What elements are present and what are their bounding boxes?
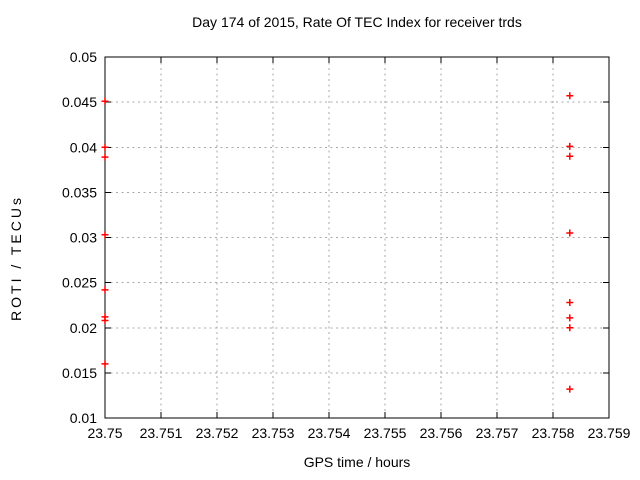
data-point-marker bbox=[101, 360, 109, 368]
x-tick-label: 23.751 bbox=[140, 425, 183, 441]
plot-border bbox=[104, 56, 610, 419]
data-point-marker bbox=[101, 153, 109, 161]
y-tick-label: 0.03 bbox=[70, 230, 97, 246]
data-point-marker bbox=[101, 317, 109, 325]
x-tick-label: 23.755 bbox=[364, 425, 407, 441]
data-point-marker bbox=[101, 231, 109, 239]
x-tick-label: 23.757 bbox=[476, 425, 519, 441]
data-point-marker bbox=[101, 286, 109, 294]
data-point-marker bbox=[566, 152, 574, 160]
y-tick-label: 0.02 bbox=[70, 320, 97, 336]
data-point-marker bbox=[566, 324, 574, 332]
data-point-marker bbox=[566, 229, 574, 237]
x-tick-label: 23.753 bbox=[252, 425, 295, 441]
data-point-marker bbox=[101, 97, 109, 105]
y-tick-label: 0.035 bbox=[62, 184, 97, 200]
x-tick-label: 23.754 bbox=[308, 425, 351, 441]
y-tick-label: 0.045 bbox=[62, 94, 97, 110]
y-tick-label: 0.01 bbox=[70, 410, 97, 426]
data-point-marker bbox=[566, 142, 574, 150]
x-tick-label: 23.752 bbox=[196, 425, 239, 441]
y-tick-label: 0.05 bbox=[70, 49, 97, 65]
chart-title: Day 174 of 2015, Rate Of TEC Index for r… bbox=[192, 14, 522, 30]
y-tick-label: 0.04 bbox=[70, 139, 97, 155]
y-tick-label: 0.015 bbox=[62, 365, 97, 381]
x-tick-label: 23.758 bbox=[532, 425, 575, 441]
data-point-marker bbox=[566, 298, 574, 306]
x-tick-label: 23.75 bbox=[87, 425, 122, 441]
data-point-marker bbox=[566, 92, 574, 100]
x-tick-label: 23.756 bbox=[420, 425, 463, 441]
x-axis-label: GPS time / hours bbox=[303, 454, 411, 470]
data-point-marker bbox=[566, 385, 574, 393]
data-point-marker bbox=[101, 143, 109, 151]
y-tick-label: 0.025 bbox=[62, 275, 97, 291]
data-point-marker bbox=[566, 314, 574, 322]
x-tick-label: 23.759 bbox=[588, 425, 631, 441]
